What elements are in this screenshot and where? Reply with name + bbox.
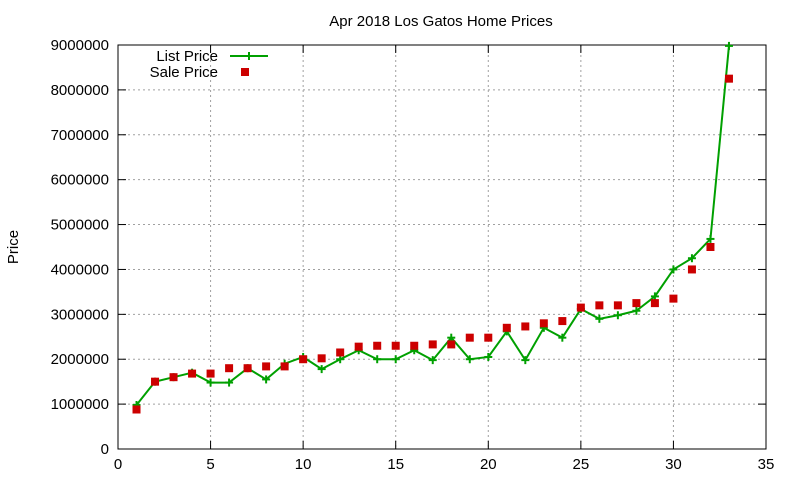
data-point bbox=[687, 265, 696, 274]
data-point bbox=[502, 323, 511, 332]
data-point bbox=[706, 243, 715, 251]
data-point bbox=[169, 373, 178, 382]
data-point bbox=[724, 41, 733, 50]
data-point bbox=[391, 341, 400, 350]
data-point bbox=[391, 355, 400, 364]
data-point bbox=[447, 340, 456, 349]
data-point bbox=[336, 355, 345, 364]
data-point bbox=[632, 306, 641, 315]
legend-label: List Price bbox=[156, 48, 218, 65]
data-point bbox=[484, 352, 493, 361]
y-tick-label: 0 bbox=[101, 441, 109, 458]
legend-swatch-marker bbox=[245, 52, 253, 60]
legend-swatch-marker bbox=[241, 68, 249, 76]
data-point bbox=[558, 333, 567, 342]
data-point bbox=[706, 234, 715, 243]
data-point bbox=[447, 333, 456, 342]
y-tick-label: 3000000 bbox=[51, 306, 109, 323]
y-tick-label: 6000000 bbox=[51, 172, 109, 189]
data-point bbox=[595, 314, 604, 323]
y-tick-label: 4000000 bbox=[51, 261, 109, 278]
x-tick-label: 35 bbox=[758, 456, 775, 473]
data-point bbox=[595, 301, 604, 310]
data-point bbox=[317, 365, 326, 374]
y-tick-label: 7000000 bbox=[51, 127, 109, 144]
data-point bbox=[613, 311, 622, 320]
data-point bbox=[650, 299, 659, 308]
data-point bbox=[558, 317, 567, 326]
x-tick-label: 0 bbox=[114, 456, 122, 473]
data-point bbox=[521, 356, 530, 365]
y-tick-label: 9000000 bbox=[51, 37, 109, 54]
data-point bbox=[354, 342, 363, 351]
data-point bbox=[669, 265, 678, 274]
data-point bbox=[650, 292, 659, 301]
x-tick-label: 15 bbox=[387, 456, 404, 473]
legend-entry: Sale Price bbox=[150, 64, 249, 81]
x-tick-label: 20 bbox=[480, 456, 497, 473]
data-point bbox=[262, 362, 271, 371]
x-tick-label: 30 bbox=[665, 456, 682, 473]
legend-entry: List Price bbox=[156, 48, 268, 65]
series-line bbox=[135, 45, 730, 406]
data-point bbox=[428, 340, 437, 349]
x-tick-label: 25 bbox=[573, 456, 590, 473]
data-point bbox=[613, 301, 622, 310]
data-point bbox=[317, 354, 326, 363]
y-axis-label: Price bbox=[5, 230, 22, 264]
data-point bbox=[336, 348, 345, 357]
data-point bbox=[206, 378, 215, 387]
series-list-price bbox=[132, 41, 733, 410]
data-point bbox=[484, 333, 493, 342]
data-point bbox=[299, 355, 308, 364]
data-point bbox=[206, 369, 215, 378]
series-layer bbox=[132, 41, 733, 414]
data-point bbox=[151, 377, 160, 386]
data-point bbox=[465, 333, 474, 342]
data-point bbox=[687, 254, 696, 263]
data-point bbox=[576, 303, 585, 312]
data-point bbox=[188, 369, 197, 378]
data-point bbox=[373, 355, 382, 364]
plot-border bbox=[117, 44, 767, 450]
y-tick-label: 1000000 bbox=[51, 396, 109, 413]
data-point bbox=[373, 341, 382, 350]
data-point bbox=[669, 294, 678, 303]
grid bbox=[118, 45, 766, 449]
data-point bbox=[280, 362, 289, 371]
data-point bbox=[632, 299, 641, 308]
x-tick-label: 10 bbox=[295, 456, 312, 473]
y-tick-label: 8000000 bbox=[51, 82, 109, 99]
legend-label: Sale Price bbox=[150, 64, 218, 81]
data-point bbox=[225, 378, 234, 387]
data-point bbox=[465, 355, 474, 364]
x-tick-label: 5 bbox=[206, 456, 214, 473]
data-point bbox=[724, 74, 733, 83]
y-tick-label: 5000000 bbox=[51, 217, 109, 234]
data-point bbox=[262, 375, 271, 384]
axes: 0 1000000 2000000 3000000 4000000 5000000 6000… bbox=[51, 37, 775, 473]
chart-title: Apr 2018 Los Gatos Home Prices bbox=[329, 13, 552, 30]
data-point bbox=[243, 364, 252, 373]
data-point bbox=[410, 341, 419, 350]
data-point bbox=[132, 405, 141, 414]
data-point bbox=[225, 364, 234, 373]
series-sale-price bbox=[132, 74, 733, 414]
data-point bbox=[521, 322, 530, 331]
y-tick-label: 2000000 bbox=[51, 351, 109, 368]
data-point bbox=[428, 356, 437, 365]
data-point bbox=[539, 319, 548, 328]
